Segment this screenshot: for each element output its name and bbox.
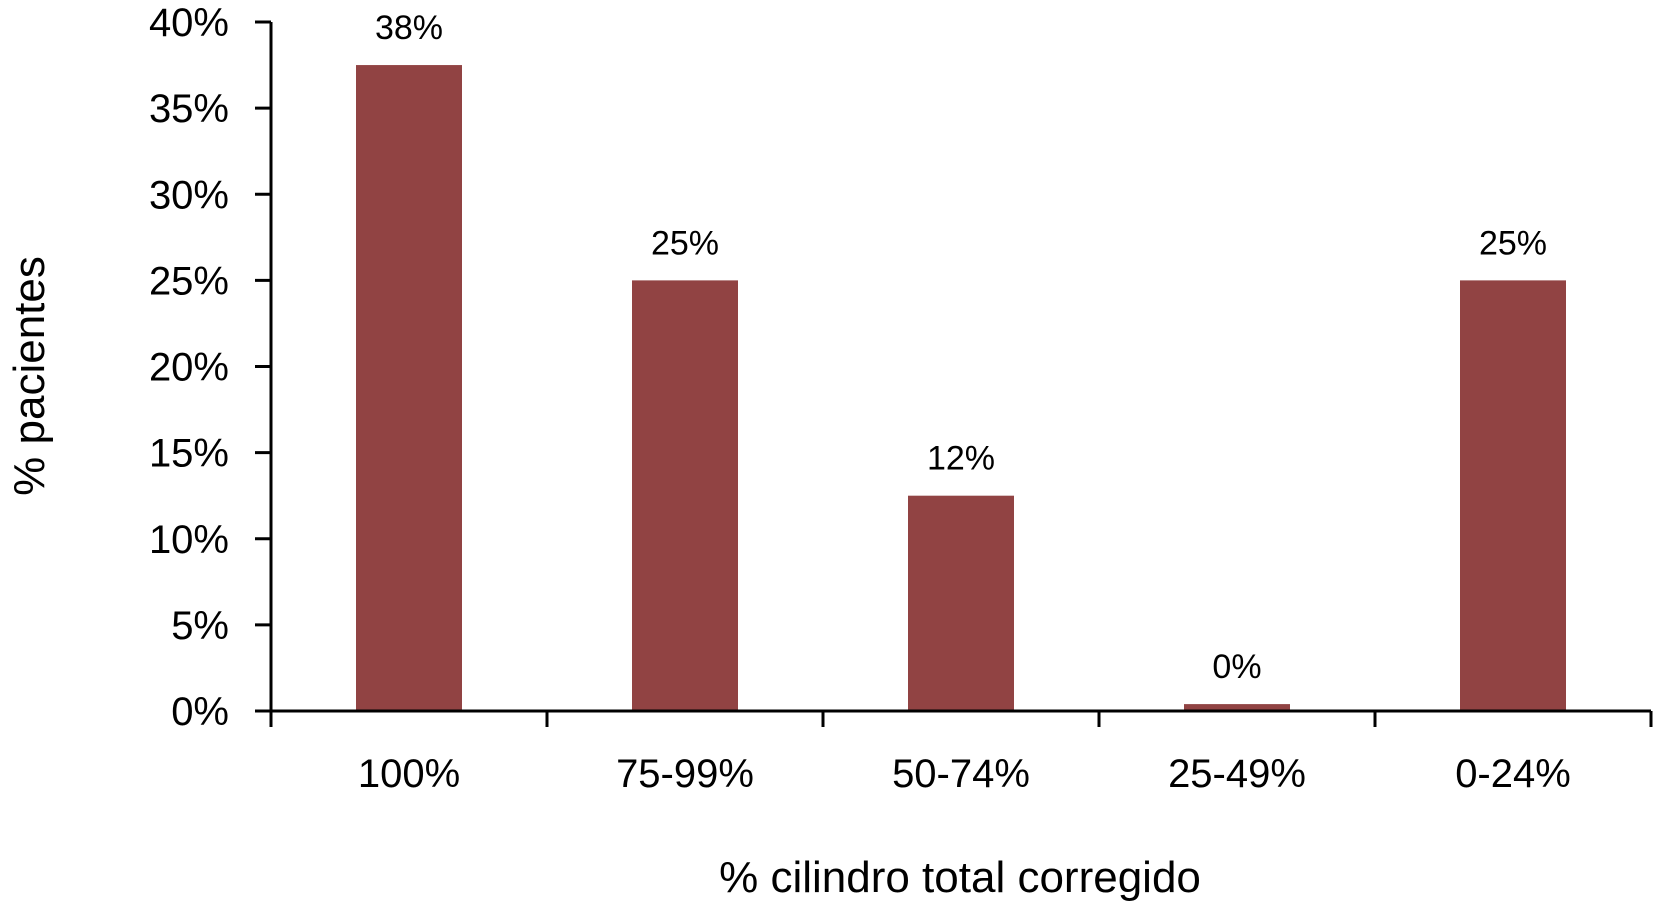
data-labels: 38% 25% 12% 0% 25%: [375, 9, 1547, 686]
y-tick-label: 10%: [149, 518, 229, 562]
data-label: 12%: [927, 440, 995, 478]
bar: [356, 65, 462, 711]
data-label: 0%: [1212, 648, 1261, 686]
y-tick-label: 30%: [149, 173, 229, 217]
data-label: 38%: [375, 9, 443, 47]
y-axis-ticks: 0% 5% 10% 15% 20% 25% 30% 35% 40%: [149, 1, 271, 734]
x-tick-label: 75-99%: [616, 752, 754, 796]
x-axis-title: % cilindro total corregido: [719, 853, 1201, 902]
y-tick-label: 5%: [171, 604, 229, 648]
bar: [1184, 704, 1290, 711]
x-tick-label: 50-74%: [892, 752, 1030, 796]
y-tick-label: 20%: [149, 346, 229, 390]
y-tick-label: 40%: [149, 1, 229, 45]
bar: [908, 495, 1014, 711]
x-tick-label: 0-24%: [1455, 752, 1571, 796]
y-tick-label: 15%: [149, 432, 229, 476]
x-tick-label: 25-49%: [1168, 752, 1306, 796]
x-tick-label: 100%: [358, 752, 460, 796]
bar: [632, 280, 738, 711]
data-label: 25%: [1479, 224, 1547, 262]
data-label: 25%: [651, 224, 719, 262]
y-axis-title: % pacientes: [5, 256, 54, 496]
y-tick-label: 25%: [149, 259, 229, 303]
bars: [356, 65, 1566, 711]
bar: [1460, 280, 1566, 711]
x-axis-ticks: 100% 75-99% 50-74% 25-49% 0-24%: [269, 711, 1653, 796]
y-tick-label: 35%: [149, 87, 229, 131]
y-tick-label: 0%: [171, 690, 229, 734]
